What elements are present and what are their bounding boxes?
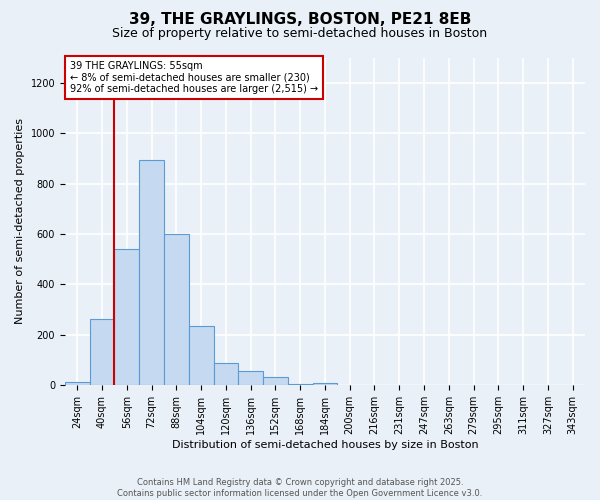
Bar: [313, 383, 337, 386]
Bar: [115, 249, 139, 386]
X-axis label: Distribution of semi-detached houses by size in Boston: Distribution of semi-detached houses by …: [172, 440, 478, 450]
Bar: [189, 326, 214, 386]
Text: 39, THE GRAYLINGS, BOSTON, PE21 8EB: 39, THE GRAYLINGS, BOSTON, PE21 8EB: [129, 12, 471, 28]
Text: 39 THE GRAYLINGS: 55sqm
← 8% of semi-detached houses are smaller (230)
92% of se: 39 THE GRAYLINGS: 55sqm ← 8% of semi-det…: [70, 61, 318, 94]
Bar: [214, 362, 238, 386]
Bar: [89, 318, 115, 386]
Bar: [139, 160, 164, 386]
Text: Size of property relative to semi-detached houses in Boston: Size of property relative to semi-detach…: [112, 28, 488, 40]
Bar: [164, 234, 189, 386]
Y-axis label: Number of semi-detached properties: Number of semi-detached properties: [15, 118, 25, 324]
Bar: [263, 376, 288, 386]
Text: Contains HM Land Registry data © Crown copyright and database right 2025.
Contai: Contains HM Land Registry data © Crown c…: [118, 478, 482, 498]
Bar: [65, 382, 89, 386]
Bar: [288, 384, 313, 386]
Bar: [238, 372, 263, 386]
